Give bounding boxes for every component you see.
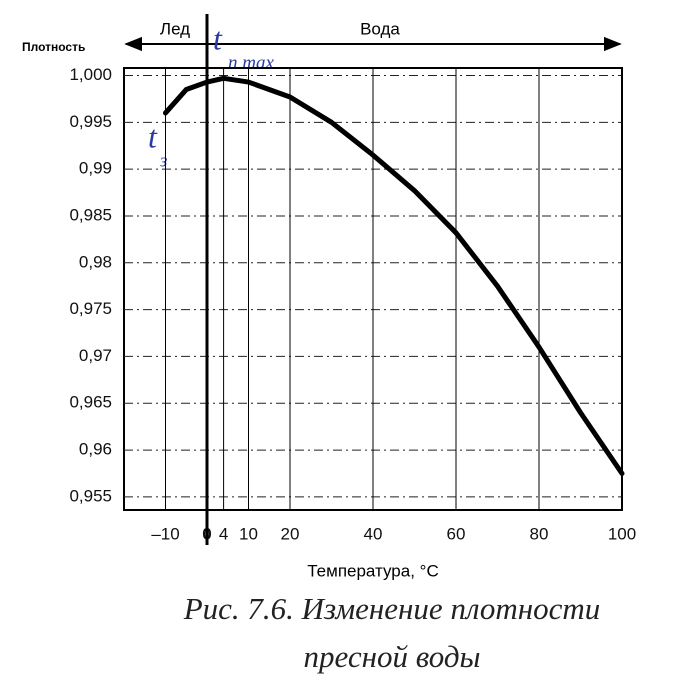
annotation-sub: n max bbox=[228, 52, 274, 73]
y-axis-label: Плотность bbox=[22, 40, 85, 54]
y-tick-label: 0,97 bbox=[79, 346, 112, 365]
x-tick-label: 80 bbox=[530, 524, 549, 543]
y-tick-label: 0,995 bbox=[69, 112, 112, 131]
y-tick-label: 0,965 bbox=[69, 393, 112, 412]
region-label: Лед bbox=[160, 19, 190, 38]
annotation: t bbox=[213, 20, 223, 56]
x-tick-label: –10 bbox=[151, 524, 179, 543]
x-tick-label: 60 bbox=[447, 524, 466, 543]
y-tick-label: 0,98 bbox=[79, 252, 112, 271]
region-label: Вода bbox=[360, 19, 400, 38]
x-tick-label: 20 bbox=[281, 524, 300, 543]
y-tick-label: 0,975 bbox=[69, 299, 112, 318]
y-tick-label: 1,000 bbox=[69, 65, 112, 84]
annotation-sub: з bbox=[159, 150, 167, 171]
y-tick-label: 0,985 bbox=[69, 205, 112, 224]
data-line bbox=[163, 75, 625, 476]
caption: пресной воды bbox=[303, 639, 480, 674]
x-tick-label: 100 bbox=[608, 524, 636, 543]
x-tick-label: 10 bbox=[239, 524, 258, 543]
annotation: t bbox=[148, 118, 158, 154]
y-tick-label: 0,955 bbox=[69, 486, 112, 505]
caption: Рис. 7.6. Изменение плотности bbox=[183, 591, 601, 626]
x-tick-label: 4 bbox=[219, 524, 228, 543]
y-tick-label: 0,96 bbox=[79, 440, 112, 459]
x-tick-label: 40 bbox=[364, 524, 383, 543]
y-tick-label: 0,99 bbox=[79, 159, 112, 178]
x-axis-label: Температура, °С bbox=[307, 561, 438, 580]
